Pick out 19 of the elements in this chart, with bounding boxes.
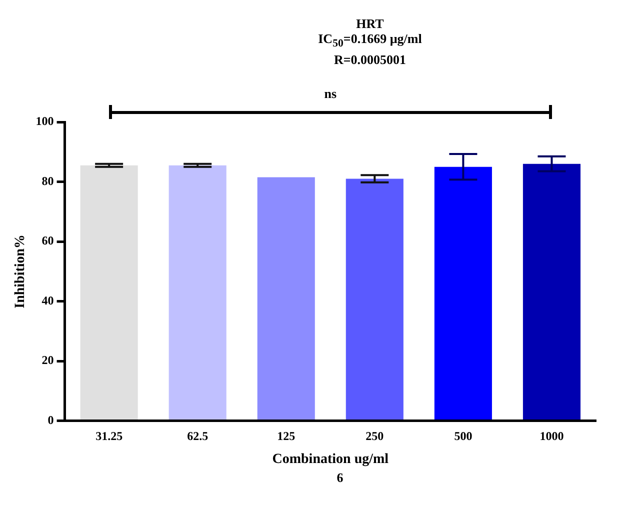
- y-tick-label: 80: [42, 173, 54, 188]
- y-axis-title: Inhibition%: [13, 234, 28, 308]
- y-tick-label: 100: [36, 114, 54, 128]
- text: R=0.0005001: [332, 52, 408, 67]
- x-tick-label: 62.5: [187, 428, 208, 443]
- x-axis-title: Combination ug/ml: [272, 452, 389, 467]
- text: ns: [323, 86, 338, 102]
- y-tick-label: 40: [42, 292, 54, 307]
- x-tick-label: 31.25: [96, 428, 123, 443]
- x-tick-label: 250: [366, 428, 384, 443]
- x-tick-label: 1000: [540, 428, 564, 443]
- y-tick-label: 20: [42, 352, 54, 367]
- y-tick-label: 0: [48, 412, 54, 426]
- chart-title: HRT: [355, 16, 385, 31]
- chart-subtitle: IC$_{50}$=0.1669 µg/ml: [317, 31, 423, 52]
- x-tick-label: 500: [454, 428, 472, 443]
- x-tick-label: 125: [277, 428, 296, 443]
- text: 6: [336, 470, 344, 485]
- y-tick-label: 60: [42, 233, 54, 248]
